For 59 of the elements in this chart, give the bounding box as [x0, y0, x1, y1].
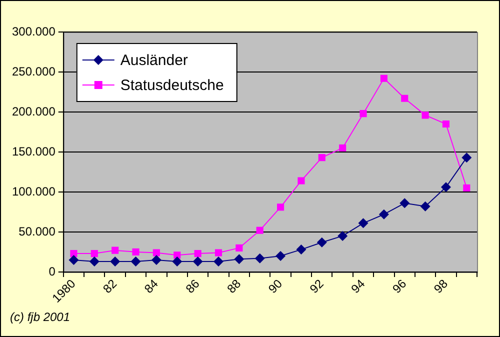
- text: (c) fjb 2001: [10, 310, 70, 324]
- point: [112, 246, 119, 254]
- x-tick-label: 94: [348, 276, 368, 296]
- legend-label: Ausländer: [120, 52, 188, 70]
- point: [378, 209, 389, 220]
- point: [152, 249, 160, 256]
- point: [462, 152, 472, 163]
- point: [194, 250, 202, 258]
- point: [256, 226, 264, 234]
- point: [339, 144, 346, 152]
- x-tick-label: 88: [224, 276, 244, 296]
- point: [380, 74, 388, 82]
- point: [276, 204, 284, 211]
- point: [316, 237, 327, 248]
- x-tick-label: 90: [266, 276, 286, 296]
- x-tick-label: 86: [182, 276, 202, 296]
- point: [192, 256, 203, 267]
- point: [296, 244, 306, 255]
- point: [89, 256, 100, 267]
- point: [213, 256, 224, 267]
- point: [234, 254, 244, 264]
- y-tick-label: 150.000: [12, 144, 56, 158]
- point: [214, 249, 222, 256]
- point: [318, 154, 326, 162]
- point: [442, 120, 450, 128]
- y-tick-label: 0: [48, 264, 56, 278]
- point: [151, 254, 162, 265]
- point: [440, 182, 451, 192]
- point: [132, 248, 140, 256]
- point: [298, 177, 305, 184]
- point: [463, 184, 470, 192]
- x-tick-label: 92: [307, 276, 327, 296]
- y-tick-label: 200.000: [12, 104, 56, 118]
- point: [174, 252, 181, 259]
- point: [254, 253, 265, 264]
- y-tick-label: 250.000: [12, 64, 56, 78]
- y-tick-label: 50.000: [18, 224, 56, 238]
- point: [68, 254, 79, 265]
- point: [400, 198, 410, 208]
- point: [70, 250, 78, 258]
- point: [360, 110, 367, 118]
- point: [358, 218, 368, 228]
- point: [172, 256, 182, 267]
- y-tick-label: 100.000: [12, 184, 56, 198]
- x-tick-label: 96: [390, 276, 410, 296]
- y-tick-label: 300.000: [12, 24, 56, 38]
- legend-label: Statusdeutsche: [120, 77, 224, 94]
- point: [110, 256, 120, 267]
- point: [90, 250, 98, 258]
- point: [420, 201, 430, 212]
- point: [401, 94, 408, 102]
- x-tick-label: 82: [100, 276, 120, 296]
- point: [236, 244, 243, 252]
- point: [338, 230, 348, 241]
- point: [422, 112, 429, 119]
- point: [276, 250, 286, 261]
- x-tick-label: 84: [142, 276, 162, 296]
- x-tick-label: 98: [431, 276, 451, 296]
- point: [130, 256, 141, 267]
